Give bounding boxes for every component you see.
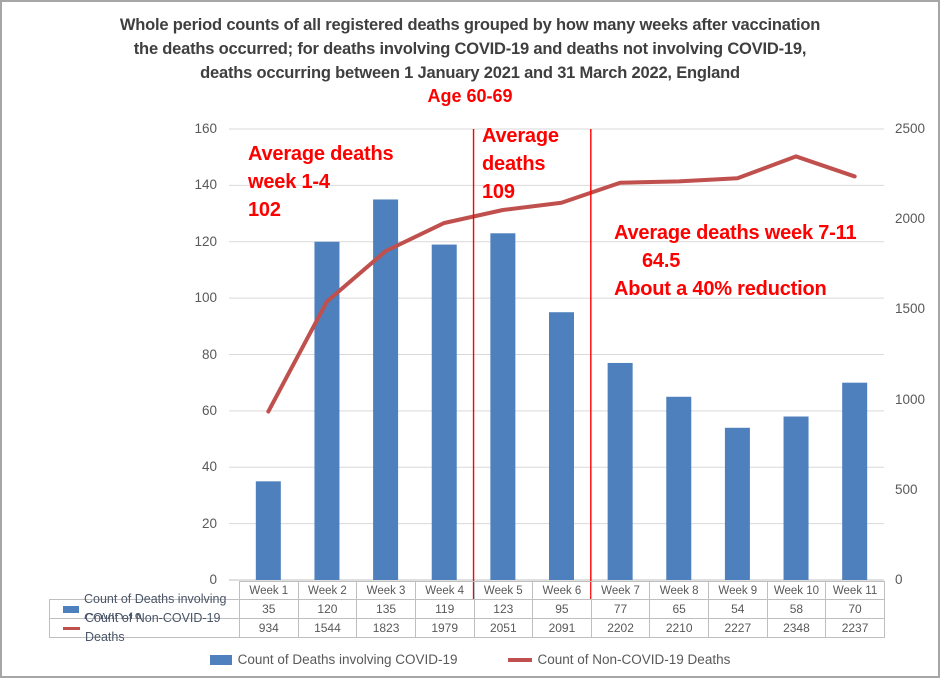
annotation-line: Average [482, 125, 559, 147]
title-line-2: the deaths occurred; for deaths involvin… [133, 40, 807, 58]
annotation-line: About a 40% reduction [614, 278, 827, 300]
bar-week-10 [783, 416, 809, 580]
annotation-line: deaths [482, 153, 546, 175]
category-label: Week 9 [709, 581, 768, 600]
bar-week-11 [842, 382, 868, 580]
table-cell: 1979 [415, 619, 475, 638]
table-cell: 2202 [591, 619, 651, 638]
chart-title: Whole period counts of all registered de… [2, 13, 938, 85]
bar-week-3 [373, 199, 399, 580]
annotation-week5-6: Average deaths 109 [482, 122, 559, 206]
category-label: Week 10 [767, 581, 827, 600]
left-axis-tick: 0 [209, 572, 217, 587]
bar-series-swatch-icon [209, 654, 232, 665]
legend: Count of Deaths involving COVID-19 Count… [2, 652, 938, 667]
left-axis-tick: 40 [201, 459, 217, 475]
left-axis-tick: 60 [201, 402, 217, 418]
table-row-label: Count of Deaths involving COVID-19 [50, 592, 240, 625]
table-cell: 58 [767, 600, 827, 619]
annotation-line: 109 [482, 181, 515, 203]
category-label: Week 5 [474, 581, 534, 600]
table-cell: 2051 [474, 619, 534, 638]
annotation-line: Average deaths week 7-11 [614, 222, 857, 244]
annotation-week7-11: Average deaths week 7-11 64.5 About a 40… [614, 219, 857, 303]
bar-week-7 [607, 362, 633, 580]
title-line-1: Whole period counts of all registered de… [119, 16, 821, 34]
left-axis-tick: 120 [194, 233, 217, 249]
series-name: Count of Non-COVID-19 Deaths [85, 611, 221, 644]
annotation-line: 64.5 [642, 250, 681, 272]
bar-week-9 [724, 427, 750, 580]
bar-week-4 [431, 244, 457, 580]
table-cell: 135 [357, 600, 416, 619]
data-table: Count of Deaths involving COVID-19 35 120 1… [49, 592, 885, 644]
bar-week-5 [490, 233, 516, 580]
annotation-week1-4: Average deaths week 1-4 102 [248, 140, 394, 224]
line-series-key-icon [63, 626, 80, 630]
legend-label: Count of Non-COVID-19 Deaths [537, 652, 731, 667]
table-cell: 120 [298, 600, 358, 619]
annotation-line: week 1-4 [248, 171, 330, 193]
annotation-line: Average deaths [248, 143, 394, 165]
right-axis-tick: 500 [895, 481, 918, 497]
table-cell: 934 [240, 619, 299, 638]
category-axis: Week 1 Week 2 Week 3 Week 4 Week 5 Week 6 Week… [239, 581, 885, 600]
table-cell: 1544 [298, 619, 358, 638]
legend-label: Count of Deaths involving COVID-19 [237, 652, 458, 667]
right-axis-tick: 0 [895, 572, 903, 587]
category-label: Week 2 [298, 581, 358, 600]
table-cell: 65 [650, 600, 709, 619]
table-cell: 35 [240, 600, 299, 619]
right-axis-tick: 2500 [895, 121, 926, 136]
right-axis-tick: 1000 [895, 391, 926, 407]
table-cell: 2227 [709, 619, 768, 638]
left-axis-tick: 20 [201, 515, 217, 531]
left-axis-tick: 100 [194, 290, 217, 306]
table-cell: 77 [591, 600, 651, 619]
bar-week-2 [314, 241, 340, 580]
annotation-line: 102 [248, 199, 281, 221]
legend-item-covid-deaths: Count of Deaths involving COVID-19 [209, 652, 458, 667]
right-axis-tick: 2000 [895, 211, 926, 227]
table-cell: 123 [474, 600, 534, 619]
right-axis-tick: 1500 [895, 301, 926, 317]
category-label: Week 11 [826, 581, 885, 600]
table-cell: 54 [709, 600, 768, 619]
category-label: Week 4 [415, 581, 475, 600]
bar-week-8 [666, 396, 692, 580]
category-label: Week 8 [650, 581, 709, 600]
chart-subtitle: Age 60-69 [427, 86, 513, 106]
category-label: Week 7 [591, 581, 651, 600]
line-series-swatch-icon [507, 657, 532, 662]
bar-week-1 [255, 481, 281, 580]
table-cell: 119 [415, 600, 475, 619]
line-series [266, 154, 857, 414]
table-cell: 95 [533, 600, 592, 619]
table-cell: 2237 [826, 619, 885, 638]
category-label: Week 3 [357, 581, 416, 600]
bar-series-key-icon [63, 605, 79, 613]
left-axis-tick: 160 [194, 121, 217, 136]
table-cell: 70 [826, 600, 885, 619]
left-axis-tick: 140 [194, 177, 217, 193]
table-cell: 2091 [533, 619, 592, 638]
table-cell: 2210 [650, 619, 709, 638]
bar-week-6 [549, 312, 574, 580]
table-cell: 1823 [357, 619, 416, 638]
legend-item-noncovid-deaths: Count of Non-COVID-19 Deaths [507, 652, 731, 667]
table-cell: 2348 [767, 619, 827, 638]
title-line-3: deaths occurring between 1 January 2021 … [200, 64, 740, 82]
category-label: Week 1 [240, 581, 299, 600]
left-axis-tick: 80 [201, 346, 217, 362]
table-row-label: Count of Non-COVID-19 Deaths [50, 611, 240, 644]
category-label: Week 6 [533, 581, 592, 600]
